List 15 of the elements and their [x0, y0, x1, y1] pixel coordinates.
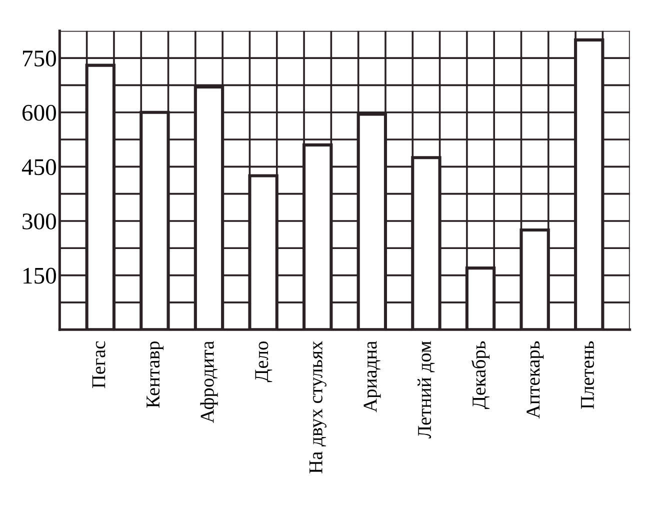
- x-tick-label: На двух стульях: [309, 340, 326, 474]
- x-tick-label: Ариадна: [364, 340, 381, 412]
- y-tick-label: 600: [22, 104, 56, 121]
- x-tick-label: Афродита: [200, 340, 218, 423]
- x-tick-label: Летний дом: [418, 341, 435, 438]
- y-tick-label: 450: [22, 159, 56, 176]
- y-tick-label: 750: [23, 50, 56, 66]
- x-tick-label: Пегас: [92, 341, 106, 388]
- x-tick-label: Аптекарь: [526, 341, 544, 418]
- x-tick-label: Дело: [255, 341, 272, 382]
- y-tick-label: 150: [24, 268, 56, 284]
- x-tick-label: Плетень: [581, 341, 594, 409]
- y-tick-label: 300: [22, 213, 56, 230]
- x-tick-label: Декабрь: [471, 341, 490, 409]
- x-tick-label: Кентавр: [146, 341, 164, 408]
